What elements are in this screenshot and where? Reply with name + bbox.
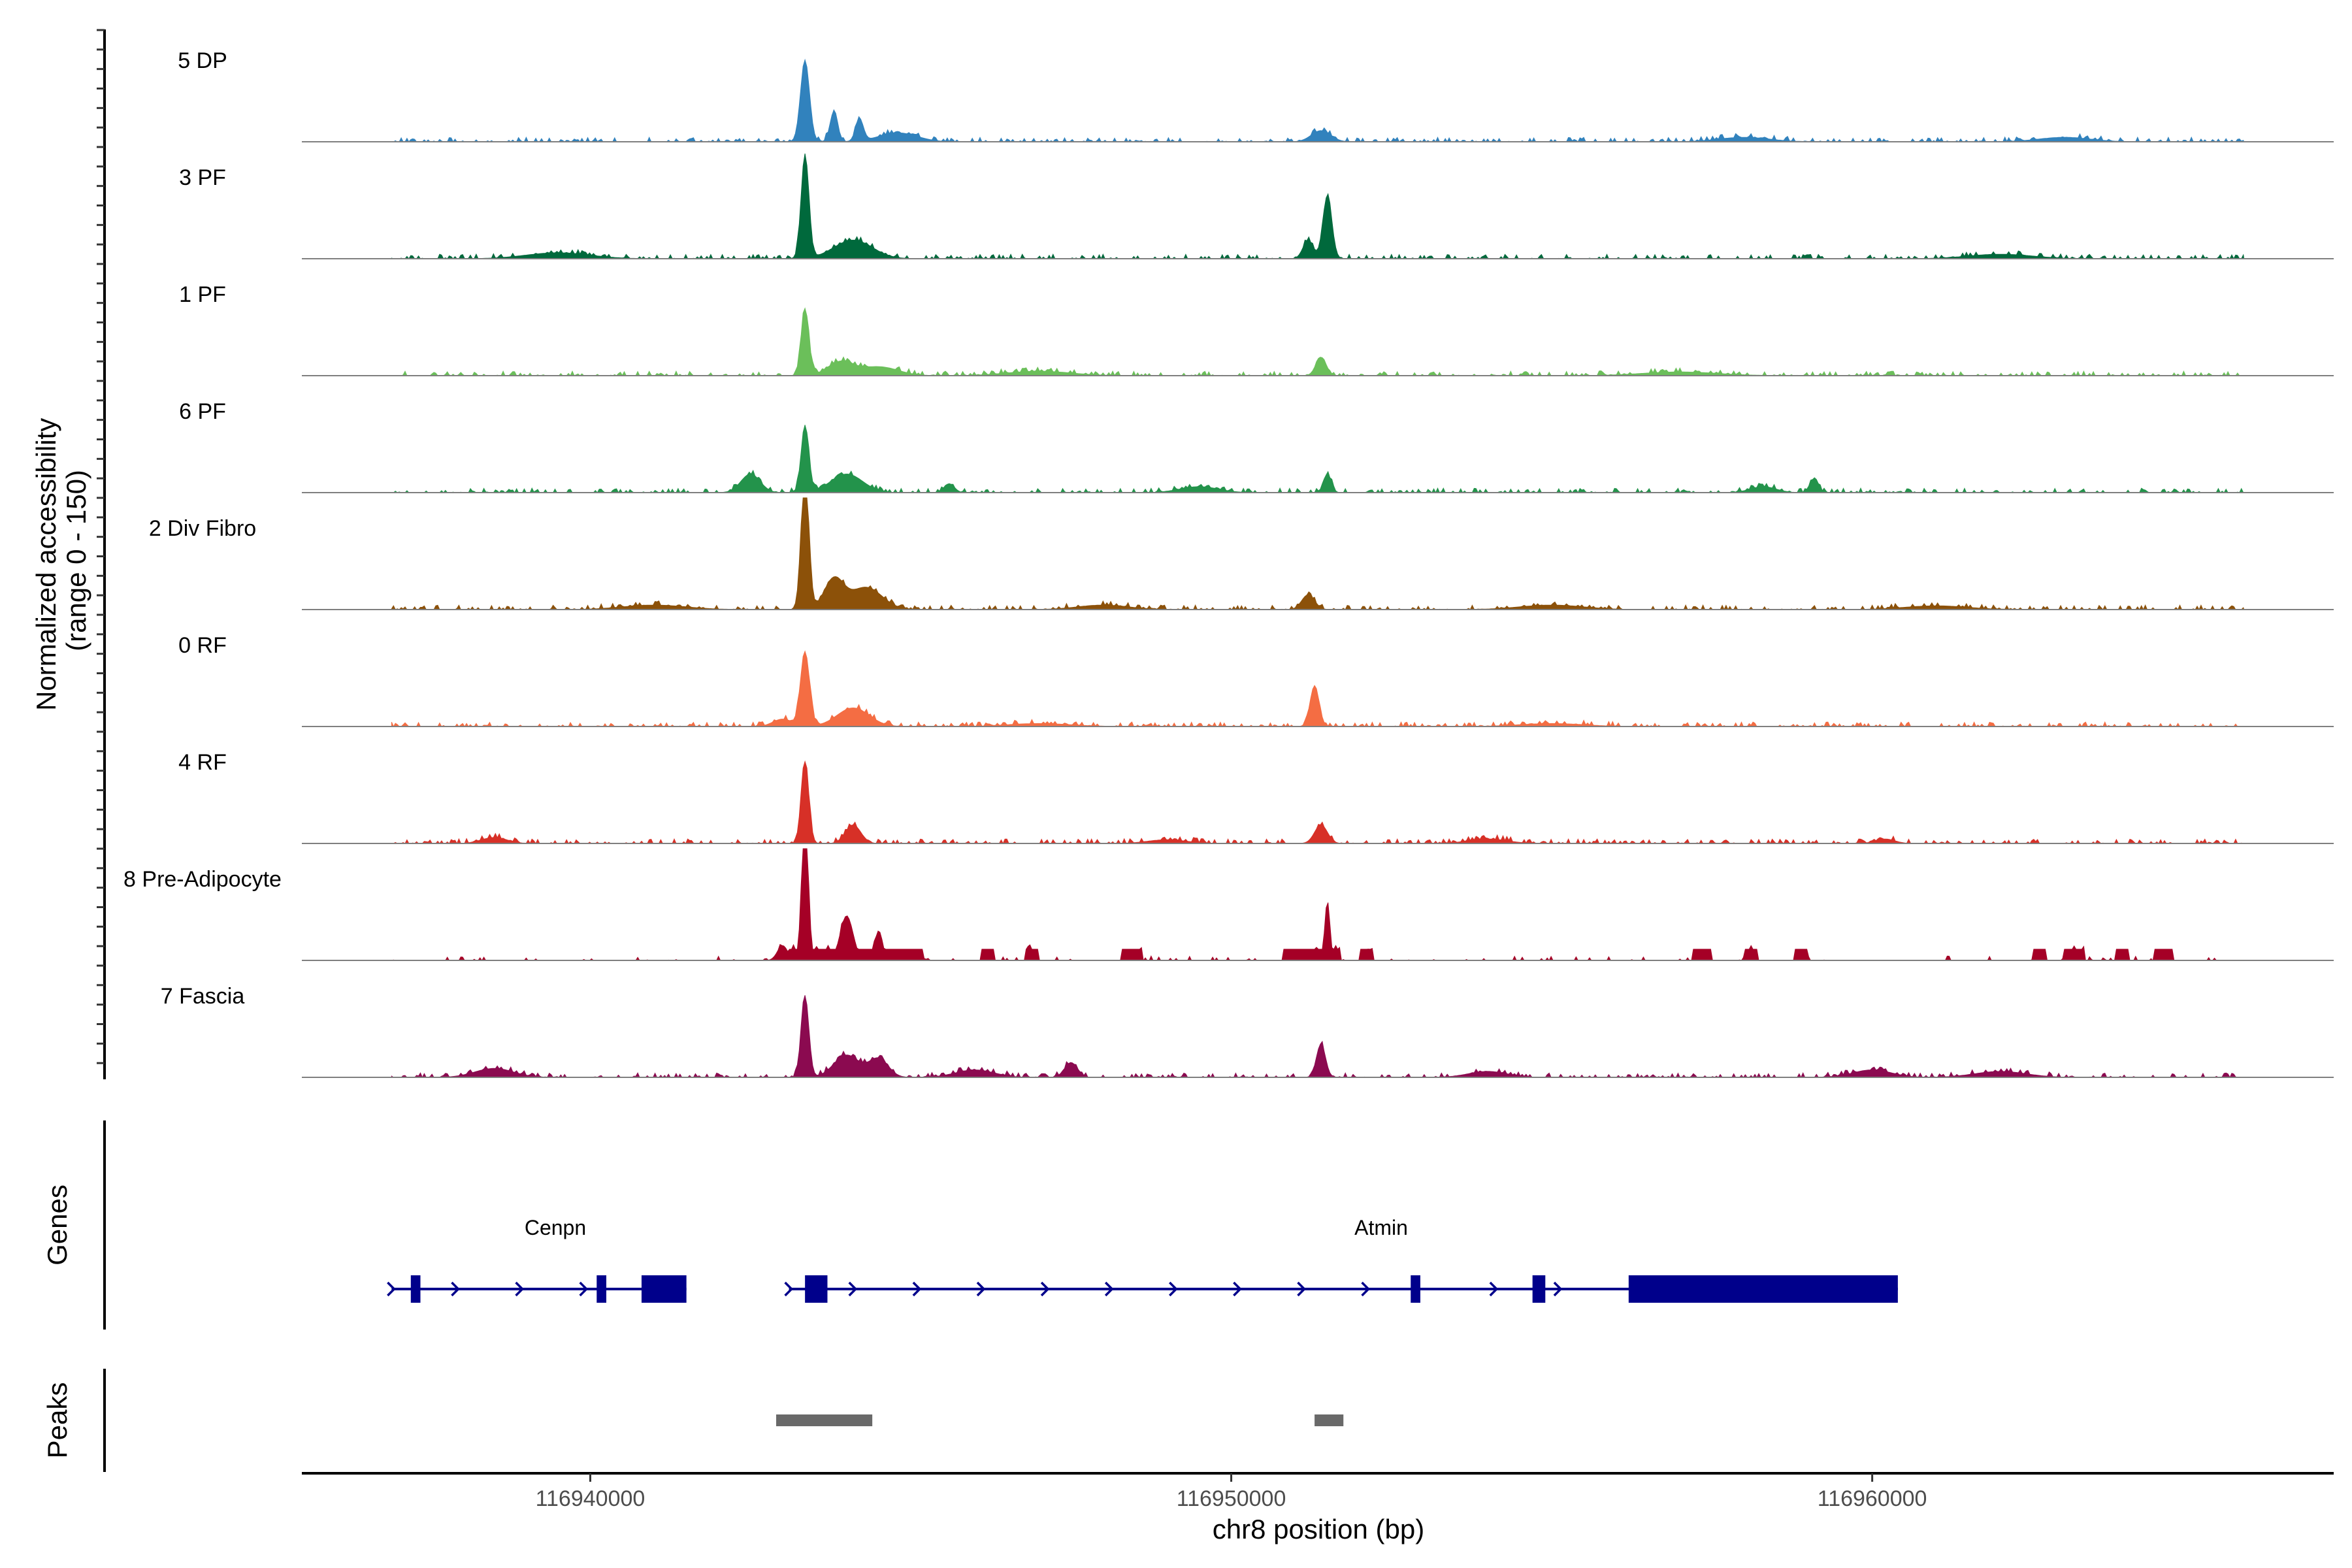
x-tick-label: 116940000 — [536, 1486, 645, 1511]
track-1 — [302, 154, 2334, 260]
strand-chevron — [1233, 1281, 1242, 1297]
track-labels: 5 DP 3 PF 1 PF 6 PF 2 Div Fibro 0 RF 4 RF 8 Pre… — [123, 48, 282, 1009]
track-0 — [302, 58, 2334, 143]
track-3 — [302, 425, 2334, 494]
gene-Cenpn: Cenpn — [387, 1216, 687, 1303]
peaks-panel-label: Peaks — [42, 1382, 73, 1459]
strand-chevron — [912, 1281, 922, 1297]
strand-chevron — [1169, 1281, 1178, 1297]
peak-region — [1315, 1414, 1344, 1426]
x-axis-title: chr8 position (bp) — [1213, 1514, 1425, 1544]
coverage-area — [391, 995, 2244, 1079]
track-label: 2 Div Fibro — [149, 516, 256, 541]
track-5 — [302, 650, 2334, 728]
strand-chevron — [976, 1281, 986, 1297]
strand-chevron — [784, 1281, 794, 1297]
track-label: 4 RF — [178, 750, 227, 775]
x-tick-label: 116960000 — [1818, 1486, 1927, 1511]
exon — [410, 1275, 421, 1303]
strand-chevron — [848, 1281, 858, 1297]
gene-name: Atmin — [1354, 1216, 1408, 1239]
coverage-area — [391, 154, 2245, 260]
coverage-area — [391, 497, 2245, 611]
exon — [805, 1275, 828, 1303]
coverage-area — [391, 760, 2244, 845]
peak-regions — [776, 1414, 1344, 1426]
strand-chevron — [515, 1281, 525, 1297]
track-label: 3 PF — [179, 165, 226, 190]
track-label: 7 Fascia — [161, 984, 245, 1009]
track-2 — [302, 307, 2334, 377]
track-label: 8 Pre-Adipocyte — [123, 867, 282, 892]
strand-chevron — [1361, 1281, 1371, 1297]
track-4 — [302, 497, 2334, 611]
coverage-y-ticks — [97, 29, 105, 1064]
coverage-area — [391, 307, 2244, 377]
genes-panel-label: Genes — [42, 1184, 73, 1266]
exon — [1532, 1275, 1546, 1303]
strand-chevron — [1104, 1281, 1114, 1297]
coverage-y-axis-title: Normalized accessibility (range 0 - 150) — [31, 410, 91, 711]
x-tick-label: 116950000 — [1177, 1486, 1286, 1511]
gene-Atmin: Atmin — [784, 1216, 1898, 1303]
exon — [1628, 1275, 1898, 1303]
gene-models: Cenpn Atmin — [387, 1216, 1898, 1303]
exon — [641, 1275, 687, 1303]
strand-chevron — [451, 1281, 460, 1297]
track-label: 5 DP — [178, 48, 227, 73]
x-axis-ticks: 116940000 116950000 116960000 — [536, 1473, 1927, 1511]
coverage-area — [391, 58, 2245, 143]
track-label: 6 PF — [179, 399, 226, 424]
track-label: 1 PF — [179, 282, 226, 307]
peak-region — [776, 1414, 873, 1426]
strand-chevron — [1489, 1281, 1499, 1297]
coverage-area — [391, 650, 2244, 728]
exon — [1411, 1275, 1420, 1303]
coverage-area — [391, 425, 2244, 494]
exon — [596, 1275, 607, 1303]
strand-chevron — [1553, 1281, 1563, 1297]
strand-chevron — [1040, 1281, 1050, 1297]
strand-chevron — [579, 1281, 589, 1297]
coverage-tracks — [302, 58, 2334, 1079]
gene-name: Cenpn — [525, 1216, 586, 1239]
track-label: 0 RF — [178, 633, 227, 658]
track-6 — [302, 760, 2334, 845]
strand-chevron — [1297, 1281, 1306, 1297]
strand-chevron — [387, 1281, 396, 1297]
coverage-y-axis-title-line1: Normalized accessibility — [31, 418, 61, 711]
track-8 — [302, 995, 2334, 1079]
track-7 — [302, 848, 2334, 962]
coverage-area — [391, 848, 2244, 962]
coverage-y-axis-title-line2: (range 0 - 150) — [61, 470, 91, 651]
